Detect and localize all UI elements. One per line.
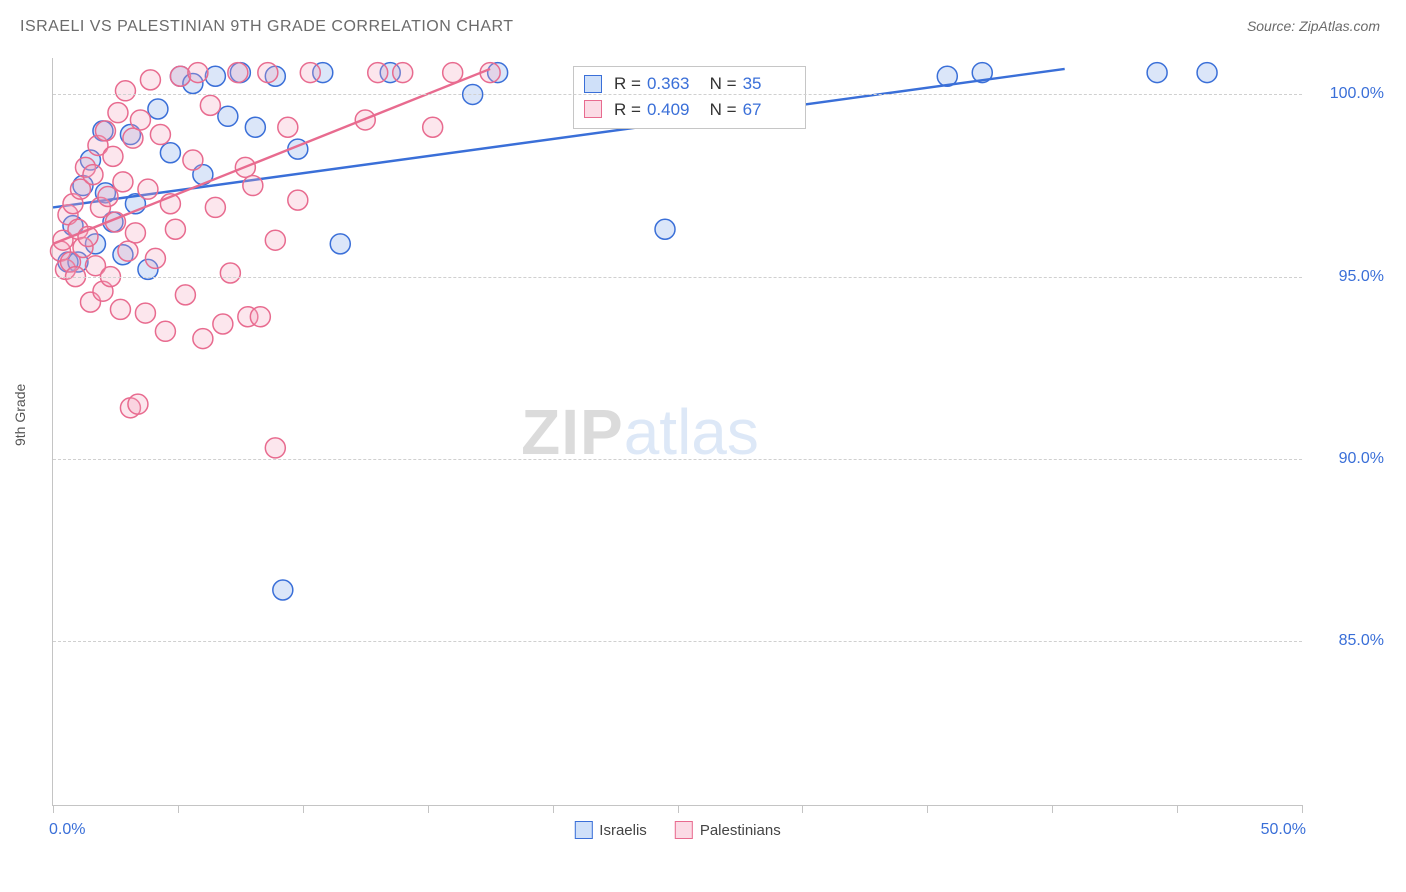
- stat-label: R =: [614, 71, 641, 97]
- data-point: [110, 299, 130, 319]
- y-tick-label: 100.0%: [1314, 85, 1384, 103]
- data-point: [250, 307, 270, 327]
- stat-r-value: 0.409: [647, 97, 699, 123]
- data-point: [218, 106, 238, 126]
- y-tick-label: 95.0%: [1314, 268, 1384, 286]
- stat-n-value: 67: [743, 97, 795, 123]
- data-point: [278, 117, 298, 137]
- stats-row-israelis: R = 0.363 N = 35: [584, 71, 795, 97]
- data-point: [130, 110, 150, 130]
- data-point: [393, 63, 413, 83]
- stat-r-value: 0.363: [647, 71, 699, 97]
- data-point: [150, 125, 170, 145]
- data-point: [155, 321, 175, 341]
- data-point: [1147, 63, 1167, 83]
- swatch-palestinians-icon: [584, 100, 602, 118]
- swatch-israelis-icon: [584, 75, 602, 93]
- stat-n-value: 35: [743, 71, 795, 97]
- data-point: [160, 143, 180, 163]
- stats-row-palestinians: R = 0.409 N = 67: [584, 97, 795, 123]
- chart-title: ISRAELI VS PALESTINIAN 9TH GRADE CORRELA…: [20, 18, 514, 36]
- data-point: [145, 248, 165, 268]
- data-point: [83, 165, 103, 185]
- source-attribution: Source: ZipAtlas.com: [1247, 18, 1380, 34]
- y-axis-label: 9th Grade: [12, 384, 28, 446]
- stat-label: R =: [614, 97, 641, 123]
- legend-item-israelis: Israelis: [574, 821, 647, 839]
- plot-area: ZIPatlas R = 0.363 N = 35 R = 0.409 N = …: [52, 58, 1302, 806]
- legend-swatch-palestinians-icon: [675, 821, 693, 839]
- data-point: [125, 223, 145, 243]
- data-point: [170, 66, 190, 86]
- stat-label: N =: [705, 71, 737, 97]
- y-tick-label: 85.0%: [1314, 632, 1384, 650]
- trend-line: [53, 69, 1065, 207]
- data-point: [1197, 63, 1217, 83]
- legend-label: Palestinians: [700, 822, 781, 839]
- legend-label: Israelis: [599, 822, 647, 839]
- chart-svg: [53, 58, 1302, 805]
- data-point: [288, 190, 308, 210]
- data-point: [368, 63, 388, 83]
- data-point: [300, 63, 320, 83]
- data-point: [128, 394, 148, 414]
- data-point: [183, 150, 203, 170]
- data-point: [115, 81, 135, 101]
- x-tick-label-last: 50.0%: [1261, 821, 1306, 839]
- data-point: [118, 241, 138, 261]
- data-point: [140, 70, 160, 90]
- data-point: [265, 438, 285, 458]
- data-point: [273, 580, 293, 600]
- data-point: [228, 63, 248, 83]
- stats-legend-box: R = 0.363 N = 35 R = 0.409 N = 67: [573, 66, 806, 129]
- data-point: [243, 176, 263, 196]
- data-point: [108, 103, 128, 123]
- data-point: [188, 63, 208, 83]
- data-point: [213, 314, 233, 334]
- legend-item-palestinians: Palestinians: [675, 821, 781, 839]
- data-point: [330, 234, 350, 254]
- legend-swatch-israelis-icon: [574, 821, 592, 839]
- data-point: [200, 95, 220, 115]
- data-point: [245, 117, 265, 137]
- data-point: [95, 121, 115, 141]
- chart-frame: ISRAELI VS PALESTINIAN 9TH GRADE CORRELA…: [0, 0, 1406, 892]
- data-point: [193, 329, 213, 349]
- data-point: [148, 99, 168, 119]
- bottom-legend: Israelis Palestinians: [574, 821, 780, 839]
- data-point: [423, 117, 443, 137]
- data-point: [205, 197, 225, 217]
- stat-label: N =: [705, 97, 737, 123]
- y-tick-label: 90.0%: [1314, 450, 1384, 468]
- data-point: [123, 128, 143, 148]
- data-point: [220, 263, 240, 283]
- data-point: [443, 63, 463, 83]
- data-point: [265, 230, 285, 250]
- data-point: [98, 186, 118, 206]
- data-point: [113, 172, 133, 192]
- x-tick-label-first: 0.0%: [49, 821, 85, 839]
- data-point: [175, 285, 195, 305]
- data-point: [258, 63, 278, 83]
- data-point: [138, 179, 158, 199]
- data-point: [655, 219, 675, 239]
- data-point: [103, 146, 123, 166]
- data-point: [135, 303, 155, 323]
- data-point: [165, 219, 185, 239]
- data-point: [205, 66, 225, 86]
